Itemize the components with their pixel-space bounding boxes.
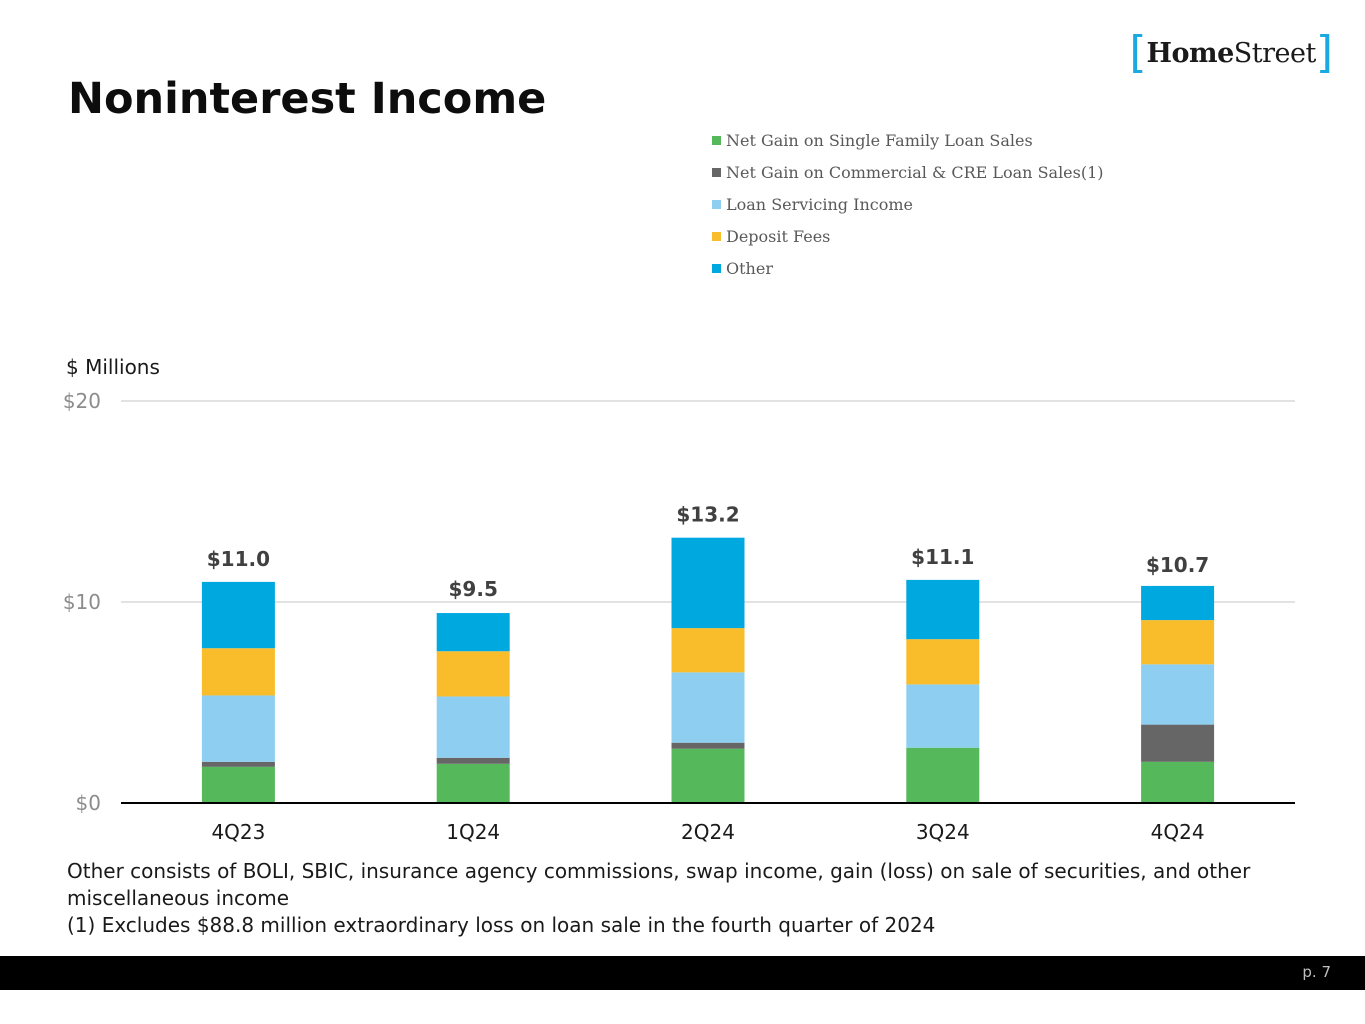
- bar-3q24-net-gain-on-single-family-loan-sales: [906, 747, 980, 803]
- legend-item-other: Other: [712, 252, 1104, 284]
- x-tick-label-3q24: 3Q24: [916, 820, 970, 844]
- bar-4q24-net-gain-on-commercial-cre-loan-sales-1: [1141, 724, 1215, 762]
- bar-4q23-net-gain-on-commercial-cre-loan-sales-1: [201, 761, 275, 767]
- bar-4q24-other: [1141, 585, 1215, 621]
- x-tick-label-1q24: 1Q24: [446, 820, 500, 844]
- homestreet-logo: [ Home Street ]: [1129, 27, 1333, 78]
- bar-2q24-deposit-fees: [671, 628, 745, 673]
- legend-swatch-loan-servicing-income: [712, 199, 721, 209]
- footer-bar: p. 7: [0, 956, 1365, 990]
- x-tick-label-4q23: 4Q23: [211, 820, 265, 844]
- legend-item-deposit-fees: Deposit Fees: [712, 220, 1104, 252]
- chart-legend: Net Gain on Single Family Loan Sales Net …: [712, 124, 1104, 284]
- logo-left-bracket: [: [1129, 27, 1147, 78]
- bar-4q23-net-gain-on-single-family-loan-sales: [201, 766, 275, 803]
- y-tick-label-20: $20: [63, 389, 101, 413]
- logo-right-bracket: ]: [1315, 27, 1333, 78]
- legend-label-net-gain-on-commercial-cre-loan-sales-1: Net Gain on Commercial & CRE Loan Sales(…: [726, 162, 1104, 182]
- page-title: Noninterest Income: [68, 74, 547, 124]
- x-tick-label-2q24: 2Q24: [681, 820, 735, 844]
- page-number: p. 7: [1302, 963, 1331, 981]
- bar-2q24-other: [671, 537, 745, 629]
- bar-2q24-net-gain-on-single-family-loan-sales: [671, 748, 745, 803]
- bar-4q24-deposit-fees: [1141, 620, 1215, 665]
- y-tick-label-0: $0: [76, 791, 101, 815]
- legend-label-loan-servicing-income: Loan Servicing Income: [726, 194, 913, 214]
- x-tick-label-4q24: 4Q24: [1151, 820, 1205, 844]
- bar-1q24-loan-servicing-income: [436, 696, 510, 758]
- total-label-3q24: $11.1: [911, 545, 974, 569]
- bar-3q24-loan-servicing-income: [906, 684, 980, 748]
- legend-item-loan-servicing-income: Loan Servicing Income: [712, 188, 1104, 220]
- bar-1q24-net-gain-on-single-family-loan-sales: [436, 763, 510, 803]
- footnote-other-definition: Other consists of BOLI, SBIC, insurance …: [67, 859, 1251, 910]
- logo-word-street: Street: [1233, 37, 1317, 69]
- bar-1q24-net-gain-on-commercial-cre-loan-sales-1: [436, 757, 510, 764]
- y-tick-label-10: $10: [63, 590, 101, 614]
- legend-swatch-other: [712, 263, 721, 273]
- bar-4q24-loan-servicing-income: [1141, 664, 1215, 725]
- footnotes: Other consists of BOLI, SBIC, insurance …: [67, 858, 1277, 939]
- bar-4q24-net-gain-on-single-family-loan-sales: [1141, 761, 1215, 803]
- bar-4q23-deposit-fees: [201, 648, 275, 696]
- legend-label-net-gain-on-single-family-loan-sales: Net Gain on Single Family Loan Sales: [726, 130, 1033, 150]
- legend-item-net-gain-on-single-family-loan-sales: Net Gain on Single Family Loan Sales: [712, 124, 1104, 156]
- footnote-1: (1) Excludes $88.8 million extraordinary…: [67, 913, 936, 937]
- legend-swatch-net-gain-on-single-family-loan-sales: [712, 135, 721, 145]
- total-label-4q23: $11.0: [207, 547, 270, 571]
- legend-swatch-net-gain-on-commercial-cre-loan-sales-1: [712, 167, 721, 177]
- bar-1q24-deposit-fees: [436, 651, 510, 697]
- bar-2q24-loan-servicing-income: [671, 672, 745, 743]
- units-label: $ Millions: [66, 355, 160, 379]
- bar-4q23-other: [201, 581, 275, 649]
- legend-label-other: Other: [726, 258, 773, 278]
- bar-1q24-other: [436, 613, 510, 652]
- bar-2q24-net-gain-on-commercial-cre-loan-sales-1: [671, 742, 745, 749]
- total-label-4q24: $10.7: [1146, 553, 1209, 577]
- total-label-1q24: $9.5: [449, 577, 498, 601]
- bar-3q24-other: [906, 579, 980, 640]
- bar-4q23-loan-servicing-income: [201, 695, 275, 762]
- bar-3q24-deposit-fees: [906, 639, 980, 685]
- legend-item-net-gain-on-commercial-cre-loan-sales-1: Net Gain on Commercial & CRE Loan Sales(…: [712, 156, 1104, 188]
- stacked-bar-chart: $0 $10 $20 $11.0 4Q23 $9.5 1Q24 $13.2 2Q24 $11.1 3…: [63, 389, 1295, 844]
- legend-swatch-deposit-fees: [712, 231, 721, 241]
- total-label-2q24: $13.2: [676, 503, 739, 527]
- legend-label-deposit-fees: Deposit Fees: [726, 226, 831, 246]
- logo-word-home: Home: [1146, 37, 1234, 69]
